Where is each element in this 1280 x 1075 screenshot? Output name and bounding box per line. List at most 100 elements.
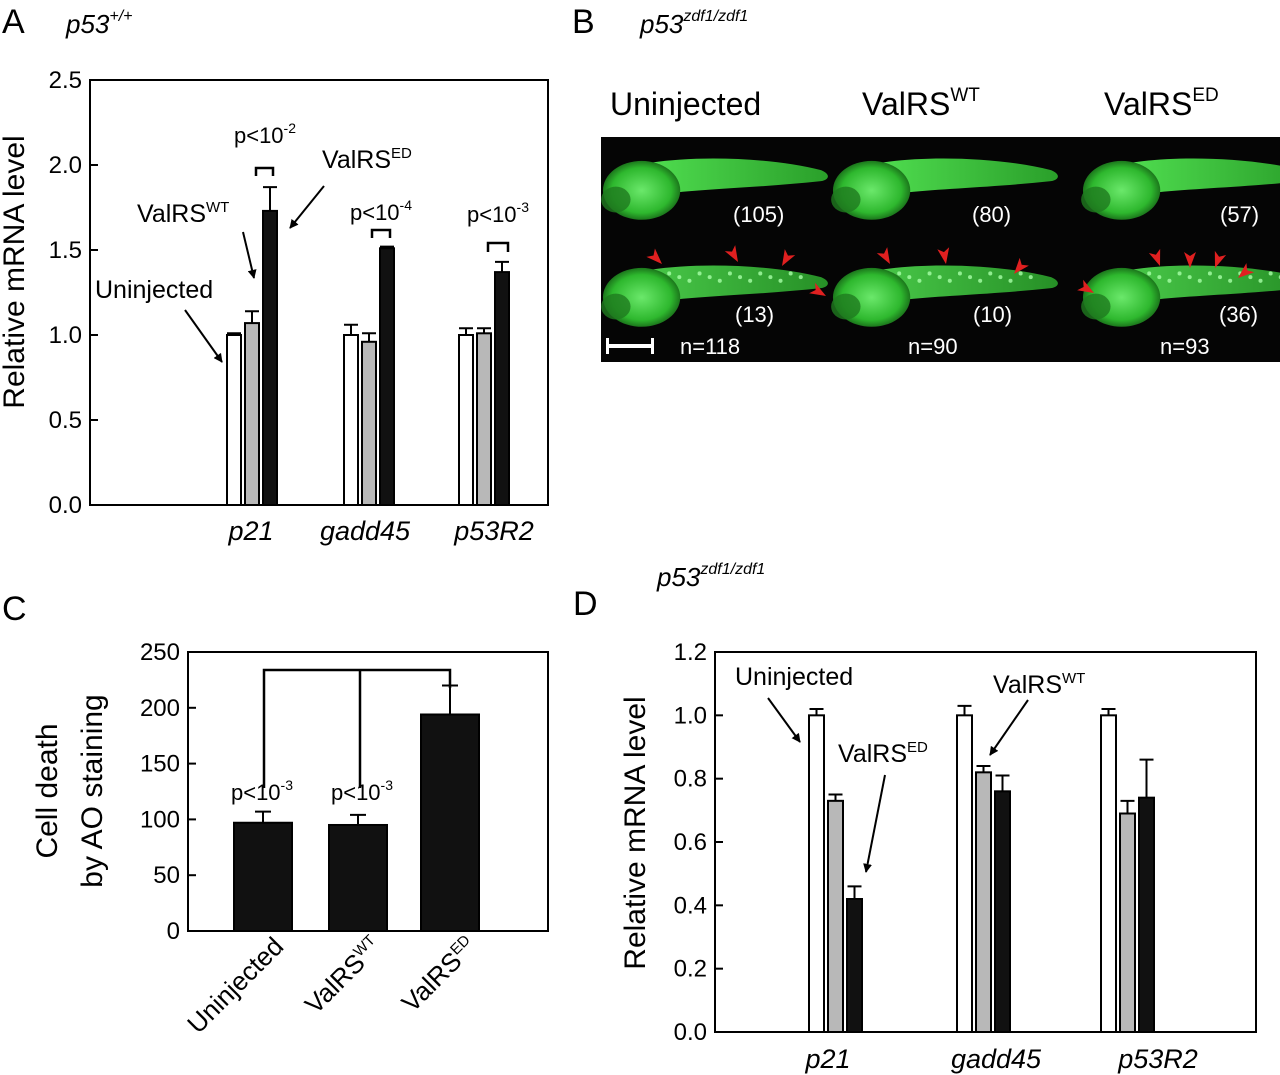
red-arrow-icon [782, 249, 796, 266]
error-bar-valrs_wt-p21 [245, 310, 259, 324]
y-tick-label: 200 [140, 695, 180, 722]
panel-d-arrow-uninjected [767, 697, 801, 743]
panel-b-condition-valrs-wt: ValRSWT [862, 85, 980, 122]
category-label-p21: p21 [227, 516, 273, 546]
bar-valrs_ed-p53R2 [1138, 796, 1155, 1034]
y-tick-label: 0.8 [674, 766, 707, 793]
error-bar-valrs_ed-gadd45 [995, 774, 1010, 792]
bar-valrs_wt-p53R2 [476, 332, 492, 506]
panel-d-y-axis-label: Relative mRNA level [619, 696, 652, 969]
panel-c: C Cell death by AO staining 0 50 100 150 200… [2, 590, 549, 1039]
error-bar-uninjected-p53R2 [459, 327, 473, 335]
panel-d-arrow-valrs-wt [989, 699, 1029, 756]
bar-valrs_wt-p53R2 [1119, 812, 1136, 1033]
error-bar-cell-death-2 [350, 813, 366, 825]
error-bar-uninjected-p53R2 [1101, 708, 1116, 716]
error-bar-valrs_wt-p53R2 [477, 327, 491, 334]
bar-uninjected-gadd45 [343, 334, 359, 506]
error-bar-valrs_wt-p21 [828, 793, 843, 801]
panel-b-bottom-count-valrs-wt: (10) [973, 302, 1012, 327]
panel-c-categories: Uninjected ValRSWT ValRSED [181, 931, 474, 1039]
panel-b-top-count-uninjected: (105) [733, 202, 784, 227]
panel-d-label-valrs-ed: ValRSED [838, 739, 928, 768]
bar-cell-death-3 [420, 713, 480, 932]
error-bar-valrs_ed-p21 [263, 186, 277, 211]
panel-d-label-valrs-wt: ValRSWT [993, 670, 1085, 699]
bar-valrs_wt-gadd45 [975, 771, 992, 1033]
y-tick-label: 0.4 [674, 892, 707, 919]
embryo-image [831, 265, 1058, 327]
panel-b-top-count-valrs-wt: (80) [972, 202, 1011, 227]
bar-valrs_wt-p21 [827, 799, 844, 1033]
panel-a-y-axis-label: Relative mRNA level [0, 135, 31, 408]
bar-valrs_ed-p21 [846, 898, 863, 1033]
panel-d-plot-frame [714, 651, 1257, 1033]
panel-b-bottom-count-uninjected: (13) [735, 302, 774, 327]
panel-b-bottom-count-valrs-ed: (36) [1219, 302, 1258, 327]
panel-c-y-axis-label-line2: by AO staining [76, 694, 109, 887]
panel-a-arrow-valrs-wt [242, 231, 257, 279]
error-bar-valrs_ed-p53R2 [1139, 758, 1154, 798]
y-tick-label: 50 [153, 862, 180, 889]
panel-c-pvalue-valrs-wt: p<10-3 [331, 777, 393, 805]
panel-b: B p53zdf1/zdf1 Uninjected ValRSWT ValRSE… [572, 3, 1280, 362]
error-bar-uninjected-p21 [809, 708, 824, 716]
panel-a-plot-frame [89, 79, 549, 506]
y-tick-label: 1.5 [49, 237, 82, 264]
red-arrow-icon [1238, 263, 1255, 278]
panel-d-categories: p21 gadd45 p53R2 [804, 1044, 1197, 1074]
panel-a-label-uninjected: Uninjected [95, 276, 213, 304]
embryo-image [601, 265, 828, 327]
error-bar-valrs_ed-p21 [847, 885, 862, 899]
panel-a-pvalue-p21: p<10-2 [234, 120, 296, 148]
panel-d: D p53zdf1/zdf1 Relative mRNA level 0.00.… [573, 561, 1257, 1074]
category-label-1: Uninjected [181, 931, 289, 1039]
bar-valrs_ed-p53R2 [494, 271, 510, 506]
y-tick-label: 1.2 [674, 639, 707, 666]
category-label-p21: p21 [804, 1044, 850, 1074]
red-arrow-icon [646, 248, 662, 264]
red-arrow-icon [724, 245, 738, 262]
panel-a-label-valrs-wt: ValRSWT [137, 199, 229, 228]
panel-b-total-valrs-ed: n=93 [1160, 334, 1210, 359]
error-bar-uninjected-gadd45 [957, 704, 972, 716]
y-tick-label: 150 [140, 751, 180, 778]
y-tick-label: 0.6 [674, 829, 707, 856]
y-tick-label: 1.0 [49, 322, 82, 349]
error-bar-cell-death-1 [255, 810, 271, 823]
category-label-gadd45: gadd45 [320, 516, 411, 546]
panel-a: A p53+/+ Relative mRNA level 0.0 0.5 1.0 1.… [0, 3, 549, 546]
panel-d-genotype: p53zdf1/zdf1 [656, 561, 765, 592]
error-bar-uninjected-p21 [227, 332, 241, 335]
panel-letter-b: B [572, 3, 595, 41]
panel-c-y-axis-label-line1: Cell death [31, 723, 64, 858]
y-tick-label: 1.0 [674, 702, 707, 729]
bar-valrs_wt-gadd45 [361, 340, 377, 506]
red-arrow-icon [876, 247, 890, 264]
y-tick-label: 2.0 [49, 152, 82, 179]
y-tick-label: 0.5 [49, 407, 82, 434]
bar-valrs_ed-gadd45 [379, 247, 395, 507]
panel-a-bracket-p21 [254, 166, 275, 176]
panel-b-condition-valrs-ed: ValRSED [1104, 85, 1219, 122]
panel-d-bars [808, 704, 1155, 1034]
embryo-image [601, 158, 828, 220]
panel-a-genotype: p53+/+ [65, 8, 133, 39]
panel-b-embryos [601, 158, 1280, 327]
category-label-2: ValRSWT [299, 931, 387, 1019]
red-arrow-icon [809, 282, 826, 296]
error-bar-valrs_wt-gadd45 [976, 765, 991, 773]
y-tick-label: 0.2 [674, 956, 707, 983]
category-label-p53R2: p53R2 [1117, 1044, 1198, 1074]
embryo-image [1081, 158, 1280, 220]
y-tick-label: 2.5 [49, 67, 82, 94]
panel-c-plot-frame [187, 651, 549, 932]
panel-b-scale-bar-left-cap [606, 338, 609, 354]
panel-b-scale-bar [606, 344, 654, 348]
panel-d-arrow-valrs-ed [863, 774, 886, 873]
panel-a-pvalue-p53r2: p<10-3 [467, 199, 529, 227]
panel-letter-d: D [573, 585, 598, 623]
category-label-p53R2: p53R2 [453, 516, 534, 546]
y-tick-label: 0.0 [49, 492, 82, 519]
